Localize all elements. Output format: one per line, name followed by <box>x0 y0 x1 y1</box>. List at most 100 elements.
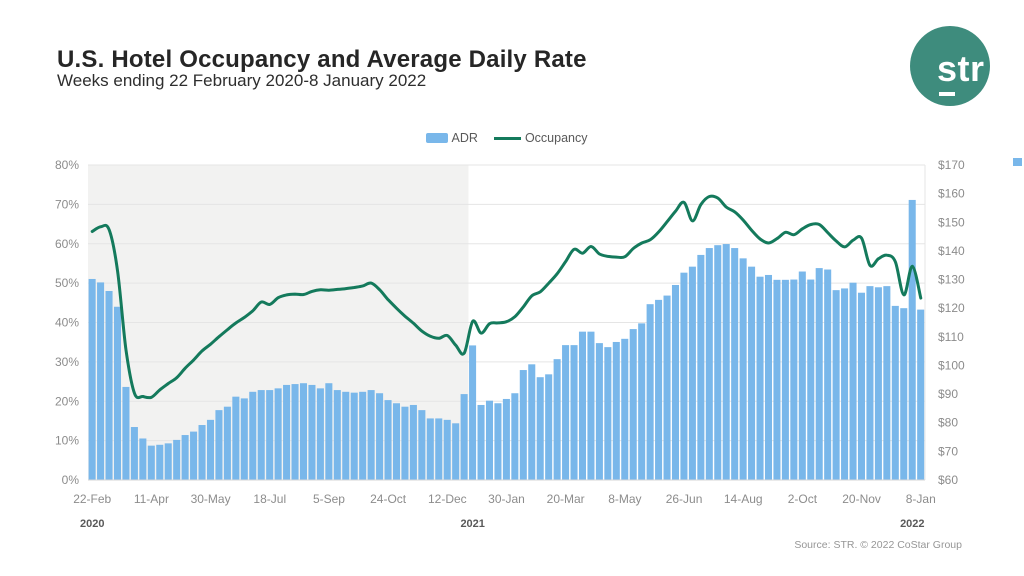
adr-bar <box>562 345 570 480</box>
adr-bar <box>223 406 231 480</box>
adr-bar <box>325 383 333 480</box>
adr-bar <box>460 394 468 480</box>
adr-bar <box>688 266 696 480</box>
adr-bar <box>249 391 257 480</box>
adr-bar <box>283 384 291 480</box>
adr-bar <box>190 431 198 480</box>
str-logo-text: str <box>937 48 985 89</box>
left-axis-tick-label: 0% <box>62 473 80 487</box>
adr-bar <box>891 305 899 480</box>
right-axis-tick-label: $100 <box>938 358 965 372</box>
left-axis-tick-label: 60% <box>55 237 79 251</box>
str-logo-icon: str <box>910 26 990 106</box>
x-axis-tick-label: 30-May <box>191 492 231 506</box>
adr-bar <box>206 419 215 480</box>
x-axis-tick-label: 14-Aug <box>724 492 763 506</box>
adr-bar <box>181 435 189 480</box>
adr-bar <box>130 427 138 480</box>
adr-bar <box>714 245 722 480</box>
adr-bar <box>257 390 265 480</box>
adr-bar <box>418 410 426 480</box>
decorative-square <box>1013 158 1022 166</box>
left-axis-tick-label: 50% <box>55 276 79 290</box>
adr-bar <box>815 268 823 480</box>
adr-bar <box>274 388 282 480</box>
left-axis-tick-label: 10% <box>55 434 79 448</box>
legend-item-occupancy: Occupancy <box>493 131 588 145</box>
adr-bar <box>316 388 324 480</box>
adr-bar <box>477 404 485 480</box>
right-axis-tick-label: $90 <box>938 387 958 401</box>
adr-bar <box>773 279 781 480</box>
year-label: 2020 <box>80 518 104 530</box>
adr-bar <box>655 299 663 480</box>
adr-bar <box>342 391 350 480</box>
adr-bar <box>452 423 460 480</box>
adr-bar <box>502 398 510 480</box>
adr-bar <box>841 288 849 480</box>
page-subtitle: Weeks ending 22 February 2020-8 January … <box>57 71 427 90</box>
adr-bar <box>156 444 164 480</box>
year-label: 2021 <box>460 518 484 530</box>
adr-bar <box>587 331 595 480</box>
adr-bar <box>824 269 832 480</box>
adr-bar <box>680 272 688 480</box>
adr-bar <box>392 403 401 480</box>
adr-bar <box>748 266 756 480</box>
adr-bar <box>739 258 747 480</box>
adr-bar <box>798 271 806 480</box>
x-axis-tick-label: 2-Oct <box>788 492 818 506</box>
adr-bar <box>333 390 341 480</box>
adr-bar <box>604 347 612 480</box>
adr-bar <box>705 248 713 480</box>
adr-bar <box>266 390 274 480</box>
adr-bar <box>697 254 705 480</box>
adr-bar <box>553 359 561 480</box>
adr-bar <box>671 284 680 480</box>
x-axis-tick-label: 5-Sep <box>313 492 345 506</box>
str-logo-underline <box>939 92 955 96</box>
right-axis-tick-label: $160 <box>938 187 965 201</box>
adr-bar <box>722 244 730 480</box>
adr-bar <box>832 290 840 480</box>
adr-bar <box>215 410 223 480</box>
right-axis-tick-label: $70 <box>938 444 958 458</box>
left-axis-tick-label: 30% <box>55 355 79 369</box>
adr-bar <box>536 377 544 480</box>
adr-bar <box>908 199 916 480</box>
adr-bar <box>494 403 502 480</box>
right-axis-tick-label: $120 <box>938 301 965 315</box>
adr-bar <box>164 443 172 480</box>
adr-bar <box>426 418 434 480</box>
adr-bar <box>528 364 536 480</box>
page-title: U.S. Hotel Occupancy and Average Daily R… <box>57 46 587 74</box>
x-axis-tick-label: 18-Jul <box>253 492 286 506</box>
adr-bar <box>663 295 671 480</box>
adr-bar <box>790 279 798 480</box>
adr-bar <box>900 308 908 480</box>
legend-item-adr: ADR <box>425 131 478 145</box>
x-axis-tick-label: 30-Jan <box>488 492 525 506</box>
adr-bar <box>764 274 773 480</box>
adr-bar <box>435 418 443 480</box>
x-axis-tick-label: 24-Oct <box>370 492 407 506</box>
adr-bar <box>88 278 96 480</box>
occupancy-legend-label: Occupancy <box>524 131 588 145</box>
right-axis-tick-label: $130 <box>938 273 965 287</box>
adr-bar <box>857 292 866 480</box>
adr-bar <box>731 248 739 480</box>
adr-bar <box>807 279 815 480</box>
adr-bar <box>409 404 417 480</box>
adr-bar <box>612 341 620 480</box>
adr-bar-swatch-icon <box>425 133 448 143</box>
adr-bar <box>883 286 891 480</box>
adr-bar <box>105 291 113 480</box>
adr-bar <box>849 282 857 480</box>
x-axis-tick-label: 11-Apr <box>134 492 169 506</box>
adr-bar <box>638 323 646 480</box>
adr-bar <box>113 306 122 480</box>
occupancy-line <box>90 194 923 400</box>
adr-bar <box>97 282 105 480</box>
x-axis-tick-label: 22-Feb <box>73 492 111 506</box>
